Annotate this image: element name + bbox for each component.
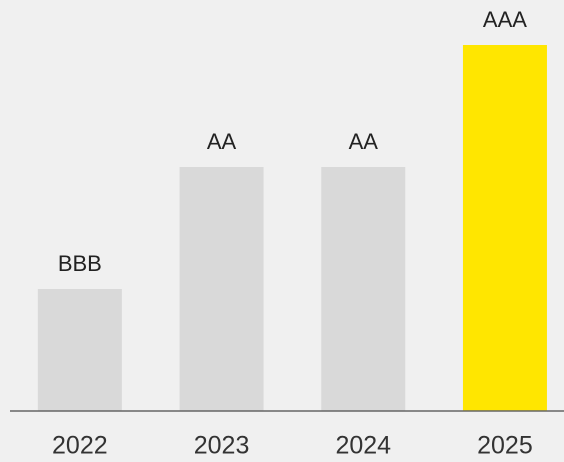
bar <box>179 167 264 411</box>
value-label: AA <box>349 129 379 154</box>
bar <box>462 45 547 411</box>
value-label: BBB <box>58 251 102 276</box>
x-tick-label: 2024 <box>335 432 391 460</box>
value-label: AAA <box>483 7 527 32</box>
x-tick-label: 2022 <box>52 432 108 460</box>
x-tick-label: 2023 <box>194 432 250 460</box>
bar <box>321 167 406 411</box>
bar <box>37 289 122 411</box>
x-tick-label: 2025 <box>477 432 533 460</box>
value-label: AA <box>207 129 237 154</box>
